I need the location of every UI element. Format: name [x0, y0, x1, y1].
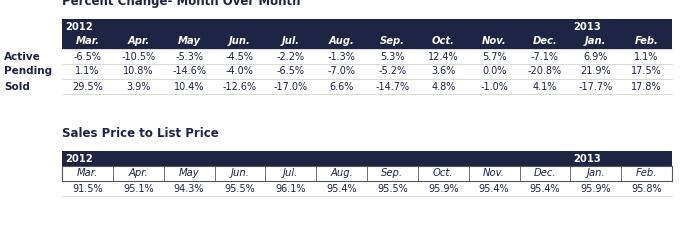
Text: 4.1%: 4.1%	[533, 81, 557, 91]
Text: -6.5%: -6.5%	[277, 67, 305, 77]
Text: 95.1%: 95.1%	[123, 183, 154, 194]
Text: Sold: Sold	[4, 81, 30, 91]
Text: Active: Active	[4, 51, 41, 61]
Text: Feb.: Feb.	[635, 37, 658, 47]
Text: Sep.: Sep.	[380, 37, 405, 47]
Text: -10.5%: -10.5%	[121, 51, 155, 61]
Text: 12.4%: 12.4%	[428, 51, 458, 61]
Text: Jul.: Jul.	[282, 37, 300, 47]
Text: -7.1%: -7.1%	[531, 51, 559, 61]
Text: 29.5%: 29.5%	[72, 81, 103, 91]
Text: 95.8%: 95.8%	[631, 183, 662, 194]
Text: Pending: Pending	[4, 67, 52, 77]
Text: Dec.: Dec.	[533, 37, 557, 47]
Text: -7.0%: -7.0%	[328, 67, 356, 77]
Text: -1.0%: -1.0%	[480, 81, 508, 91]
Text: 6.6%: 6.6%	[329, 81, 354, 91]
Text: -12.6%: -12.6%	[223, 81, 257, 91]
Text: 95.5%: 95.5%	[225, 183, 255, 194]
Text: May: May	[178, 37, 201, 47]
Text: 17.5%: 17.5%	[631, 67, 662, 77]
Text: 3.6%: 3.6%	[431, 67, 456, 77]
Text: May: May	[179, 169, 199, 178]
Text: 17.8%: 17.8%	[631, 81, 662, 91]
Text: -14.6%: -14.6%	[172, 67, 206, 77]
Text: Oct.: Oct.	[433, 169, 454, 178]
Text: Mar.: Mar.	[77, 169, 98, 178]
Text: 4.8%: 4.8%	[431, 81, 456, 91]
Bar	[62, 151, 672, 166]
Text: Percent Change- Month Over Month: Percent Change- Month Over Month	[62, 0, 301, 8]
Text: 95.9%: 95.9%	[428, 183, 458, 194]
Text: 5.3%: 5.3%	[380, 51, 404, 61]
Text: 6.9%: 6.9%	[583, 51, 608, 61]
Text: -4.0%: -4.0%	[226, 67, 254, 77]
Text: 0.0%: 0.0%	[482, 67, 506, 77]
Text: 21.9%: 21.9%	[581, 67, 611, 77]
Text: -6.5%: -6.5%	[73, 51, 101, 61]
Text: Oct.: Oct.	[432, 37, 455, 47]
Text: -5.3%: -5.3%	[175, 51, 203, 61]
Text: 2012: 2012	[65, 153, 93, 164]
Text: -1.3%: -1.3%	[328, 51, 356, 61]
Text: -17.0%: -17.0%	[274, 81, 308, 91]
Text: 2012: 2012	[65, 21, 93, 32]
Text: -2.2%: -2.2%	[277, 51, 305, 61]
Text: 1.1%: 1.1%	[75, 67, 100, 77]
Text: Nov.: Nov.	[482, 37, 506, 47]
Text: Feb.: Feb.	[636, 169, 657, 178]
Text: 95.4%: 95.4%	[326, 183, 357, 194]
Text: 2013: 2013	[573, 21, 601, 32]
Text: 2013: 2013	[573, 153, 601, 164]
Text: -4.5%: -4.5%	[226, 51, 254, 61]
Text: 95.9%: 95.9%	[581, 183, 611, 194]
Text: Jan.: Jan.	[585, 37, 607, 47]
Text: Dec.: Dec.	[533, 169, 556, 178]
Text: 3.9%: 3.9%	[126, 81, 150, 91]
Text: -17.7%: -17.7%	[579, 81, 613, 91]
Text: Jun.: Jun.	[230, 169, 249, 178]
Bar	[62, 166, 672, 181]
Text: -20.8%: -20.8%	[528, 67, 562, 77]
Text: 95.4%: 95.4%	[529, 183, 560, 194]
Bar	[62, 19, 672, 34]
Bar	[62, 34, 672, 49]
Text: Apr.: Apr.	[128, 169, 148, 178]
Text: -5.2%: -5.2%	[378, 67, 406, 77]
Text: 95.4%: 95.4%	[479, 183, 510, 194]
Text: 96.1%: 96.1%	[275, 183, 306, 194]
Text: Sep.: Sep.	[381, 169, 404, 178]
Text: Apr.: Apr.	[127, 37, 150, 47]
Text: -14.7%: -14.7%	[376, 81, 410, 91]
Text: 10.4%: 10.4%	[174, 81, 204, 91]
Text: 95.5%: 95.5%	[377, 183, 408, 194]
Text: Jun.: Jun.	[229, 37, 251, 47]
Text: 10.8%: 10.8%	[123, 67, 154, 77]
Text: Jan.: Jan.	[587, 169, 605, 178]
Text: 91.5%: 91.5%	[72, 183, 102, 194]
Text: Aug.: Aug.	[330, 169, 353, 178]
Text: Aug.: Aug.	[329, 37, 354, 47]
Text: 1.1%: 1.1%	[635, 51, 659, 61]
Text: Mar.: Mar.	[75, 37, 100, 47]
Text: Nov.: Nov.	[483, 169, 505, 178]
Text: Jul.: Jul.	[283, 169, 298, 178]
Text: Sales Price to List Price: Sales Price to List Price	[62, 127, 219, 140]
Text: 94.3%: 94.3%	[174, 183, 204, 194]
Text: 5.7%: 5.7%	[482, 51, 506, 61]
